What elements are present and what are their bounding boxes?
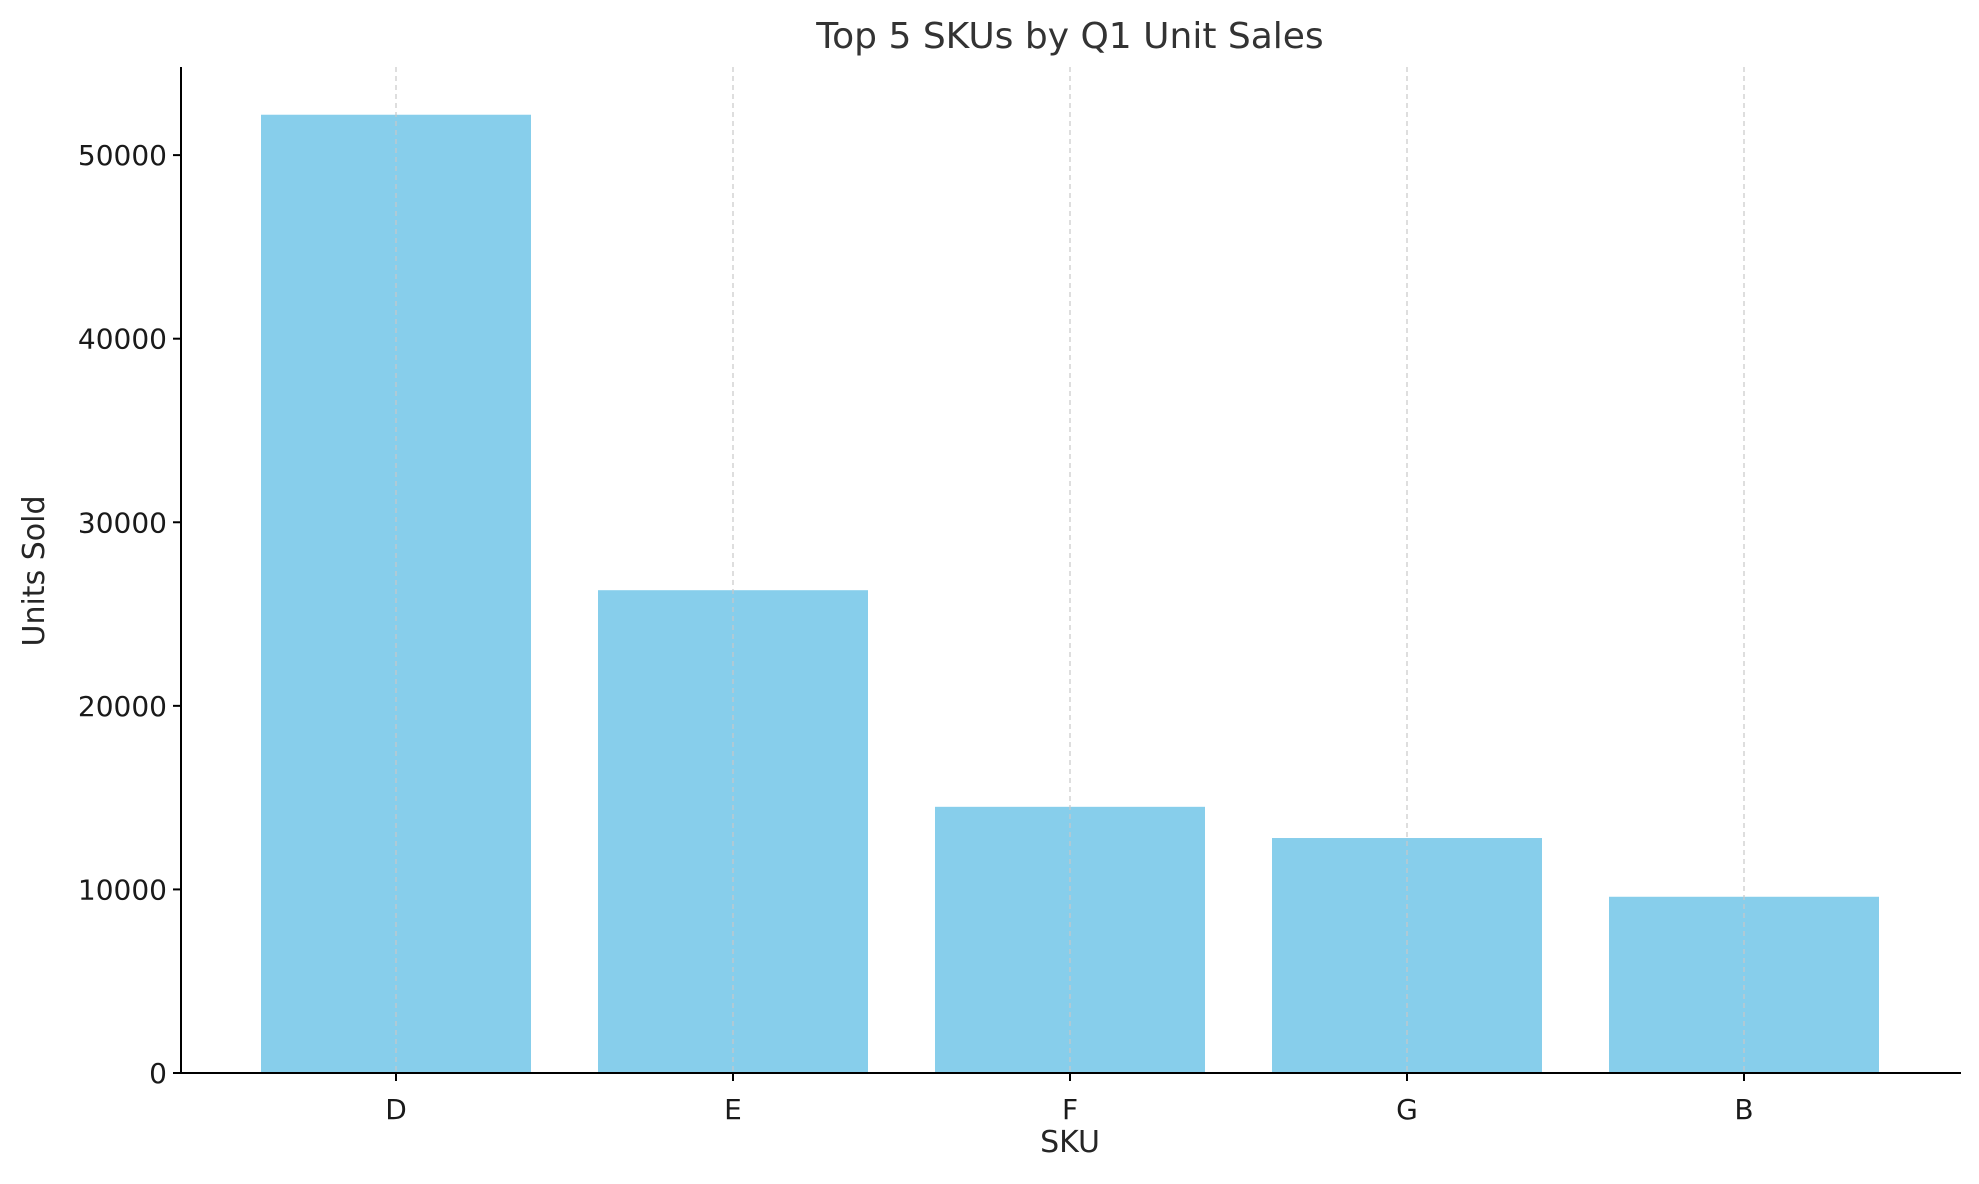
bar-G (1272, 838, 1542, 1073)
y-axis-title: Units Sold (17, 495, 52, 646)
y-axis-ticks: 0 10000 20000 30000 40000 50000 (78, 139, 181, 1090)
x-tick-label-G: G (1396, 1093, 1418, 1126)
x-tick-label-B: B (1734, 1093, 1753, 1126)
x-tick-label-E: E (724, 1093, 742, 1126)
y-tick-label: 30000 (78, 506, 167, 539)
y-tick-label: 0 (149, 1057, 167, 1090)
y-tick-label: 50000 (78, 139, 167, 172)
y-tick-label: 20000 (78, 690, 167, 723)
x-tick-label-D: D (385, 1093, 407, 1126)
y-tick-label: 40000 (78, 323, 167, 356)
x-tick-label-F: F (1062, 1093, 1078, 1126)
y-tick-label: 10000 (78, 873, 167, 906)
chart-title: Top 5 SKUs by Q1 Unit Sales (815, 16, 1323, 57)
x-axis-title: SKU (1040, 1125, 1100, 1160)
